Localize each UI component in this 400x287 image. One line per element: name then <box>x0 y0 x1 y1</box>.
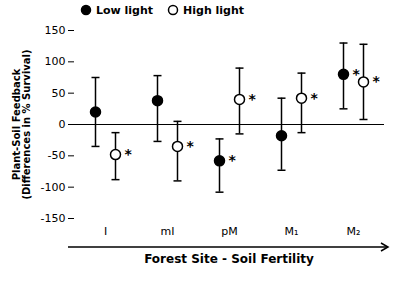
svg-text:*: * <box>125 146 133 162</box>
svg-text:150: 150 <box>45 24 66 37</box>
svg-text:50: 50 <box>52 87 66 100</box>
svg-text:I: I <box>104 225 107 238</box>
svg-text:-50: -50 <box>48 149 66 162</box>
html-text:High light: High light <box>183 3 245 17</box>
svg-text:Plant-Soil Feedback(Difference: Plant-Soil Feedback(Differences in % Sur… <box>11 49 32 199</box>
svg-text:*: * <box>229 152 237 168</box>
svg-text:*: * <box>311 90 319 106</box>
svg-text:M₂: M₂ <box>347 225 361 238</box>
html-text:Low light: Low light <box>96 3 154 17</box>
svg-text:-100: -100 <box>41 181 66 194</box>
svg-text:*: * <box>373 73 381 89</box>
svg-text:100: 100 <box>45 55 66 68</box>
svg-text:mI: mI <box>161 225 175 238</box>
svg-text:M₁: M₁ <box>285 225 299 238</box>
svg-text:*: * <box>187 138 195 154</box>
svg-text:0: 0 <box>59 118 66 131</box>
svg-text:pM: pM <box>221 225 237 238</box>
html-text:Forest Site - Soil Fertility: Forest Site - Soil Fertility <box>144 252 314 266</box>
svg-text:*: * <box>249 91 257 107</box>
svg-text:-150: -150 <box>41 212 66 225</box>
